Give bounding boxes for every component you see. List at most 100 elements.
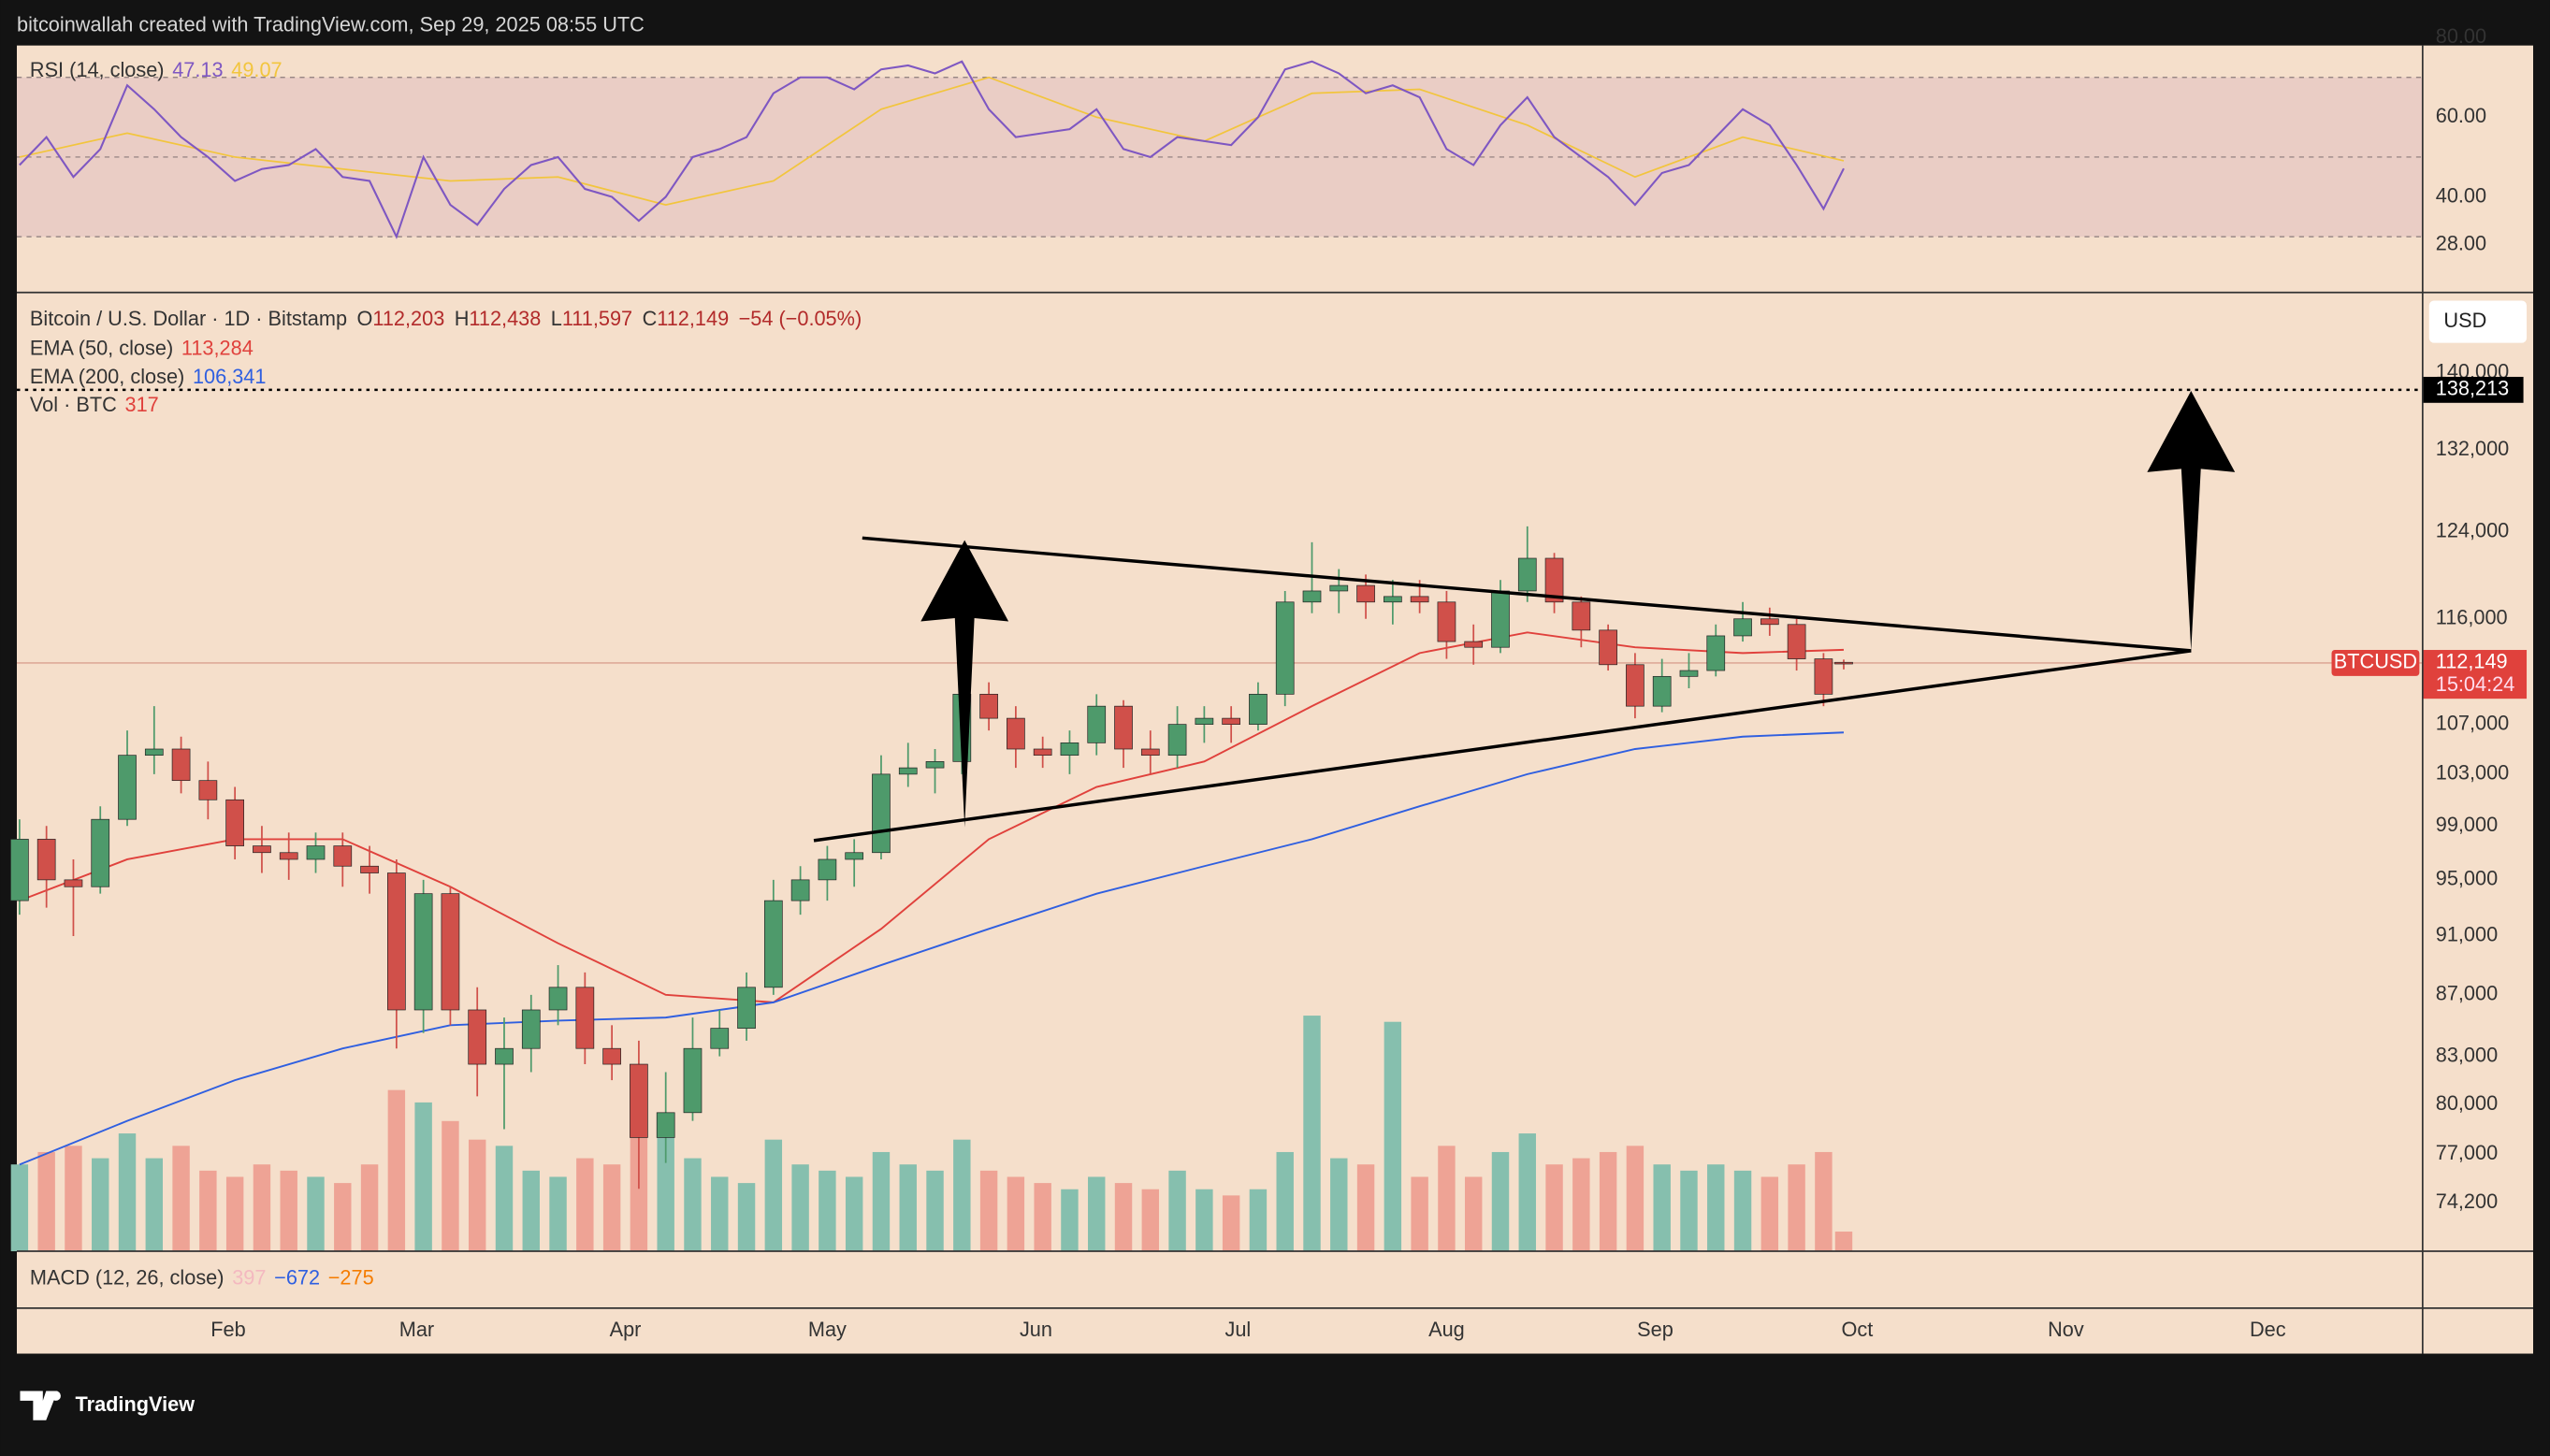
volume-bar <box>1276 1151 1294 1252</box>
candle-body <box>279 852 298 860</box>
volume-bar <box>145 1158 164 1252</box>
candle-body <box>630 1063 648 1138</box>
y-tick-label: 95,000 <box>2436 867 2498 890</box>
volume-bar <box>387 1089 406 1252</box>
volume-bar <box>1760 1176 1779 1252</box>
candle-body <box>1572 601 1591 631</box>
volume-bar <box>225 1176 244 1252</box>
ohlc-key: H <box>455 307 470 330</box>
candle-body <box>898 767 918 775</box>
volume-bar <box>253 1164 271 1252</box>
candle-body <box>36 839 56 881</box>
candle-body <box>441 893 460 1011</box>
macd-legend: MACD (12, 26, close) <box>30 1265 225 1289</box>
ohlc-key: L <box>551 307 562 330</box>
ema-line <box>19 631 1845 1003</box>
candle-body <box>979 693 998 719</box>
x-tick-label: Jul <box>1224 1318 1251 1341</box>
ema-legend: EMA (200, close) <box>30 365 184 388</box>
candle-body <box>198 780 218 800</box>
volume-bar <box>1518 1133 1536 1252</box>
volume-bar <box>199 1170 217 1252</box>
candle-body <box>1437 601 1456 642</box>
volume-bar <box>334 1183 352 1252</box>
candle-body <box>1033 748 1052 757</box>
candle-body <box>1679 670 1699 677</box>
x-tick-label: Dec <box>2250 1318 2286 1341</box>
volume-bar <box>737 1183 756 1252</box>
y-tick-label: 83,000 <box>2436 1043 2498 1066</box>
x-tick-label: Sep <box>1637 1318 1673 1341</box>
candle-body <box>1356 584 1375 603</box>
volume-bar <box>1653 1164 1671 1252</box>
volume-bar <box>10 1164 29 1252</box>
candle-body <box>656 1112 675 1138</box>
volume-bar <box>442 1120 459 1252</box>
x-tick-label: Nov <box>2048 1318 2084 1341</box>
volume-bar <box>1034 1183 1051 1252</box>
ticker-label: BTCUSD <box>2334 650 2417 673</box>
candle-body <box>1060 742 1079 757</box>
logo-dot <box>51 1391 61 1401</box>
candle-body <box>1302 590 1322 603</box>
candle-body <box>845 852 864 860</box>
volume-bar <box>1411 1176 1428 1252</box>
volume-bar <box>1141 1189 1160 1252</box>
rsi-line <box>19 60 1845 239</box>
volume-bar <box>684 1158 702 1252</box>
volume-bar <box>1626 1146 1644 1252</box>
candle-body <box>253 845 271 854</box>
ticker-tag <box>2331 650 2420 676</box>
volume-bar <box>1222 1195 1240 1252</box>
volume-bar <box>92 1158 109 1252</box>
volume-bar <box>468 1139 486 1252</box>
candle-body <box>144 748 164 757</box>
ohlc-value: 111,597 <box>562 307 632 330</box>
volume-bar <box>1384 1021 1402 1252</box>
candle-body <box>1814 658 1833 695</box>
macd-value: −672 <box>274 1265 320 1289</box>
volume-bar <box>1464 1176 1483 1252</box>
volume-bar <box>1788 1164 1805 1252</box>
volume-bar <box>1303 1016 1321 1252</box>
rsi-tick-label: 60.00 <box>2436 104 2486 127</box>
candle-body <box>306 845 326 860</box>
volume-bar <box>1114 1183 1133 1252</box>
candle-body <box>548 987 568 1011</box>
symbol-legend: Bitcoin / U.S. Dollar · 1D · Bitstamp <box>30 307 347 330</box>
price-tag <box>2422 650 2528 699</box>
candle-body <box>1114 705 1133 750</box>
volume-bar <box>1707 1164 1725 1252</box>
volume-bar <box>1249 1189 1268 1252</box>
rsi-legend: RSI (14, close) <box>30 58 165 81</box>
volume-bar <box>1599 1151 1617 1252</box>
arrow <box>920 540 1009 828</box>
candle-body <box>763 900 783 988</box>
candle-body <box>602 1047 621 1065</box>
ohlc-value: 112,203 <box>372 307 444 330</box>
x-tick-label: Oct <box>1841 1318 1873 1341</box>
volume-bar <box>549 1176 567 1252</box>
volume-bar <box>1733 1170 1752 1252</box>
candle-body <box>1249 693 1268 725</box>
x-tick-label: May <box>808 1318 847 1341</box>
volume-bar <box>65 1146 82 1252</box>
candle-body <box>1834 661 1853 665</box>
candle-body <box>64 879 83 887</box>
volume-bar <box>37 1151 55 1252</box>
candle-body <box>387 872 406 1011</box>
volume-bar <box>307 1176 325 1252</box>
ema-value: 106,341 <box>193 365 267 388</box>
candle-body <box>575 987 595 1049</box>
volume-bar <box>1061 1189 1079 1252</box>
candle-body <box>790 879 810 901</box>
volume-bar <box>979 1170 998 1252</box>
candle-body <box>1706 635 1726 671</box>
volume-bar <box>1356 1164 1375 1252</box>
candle-body <box>1760 618 1779 626</box>
volume-bar <box>791 1164 809 1252</box>
volume-bar <box>845 1176 863 1252</box>
currency: USD <box>2443 309 2486 332</box>
volume-bar <box>360 1164 379 1252</box>
candle-body <box>818 858 837 881</box>
